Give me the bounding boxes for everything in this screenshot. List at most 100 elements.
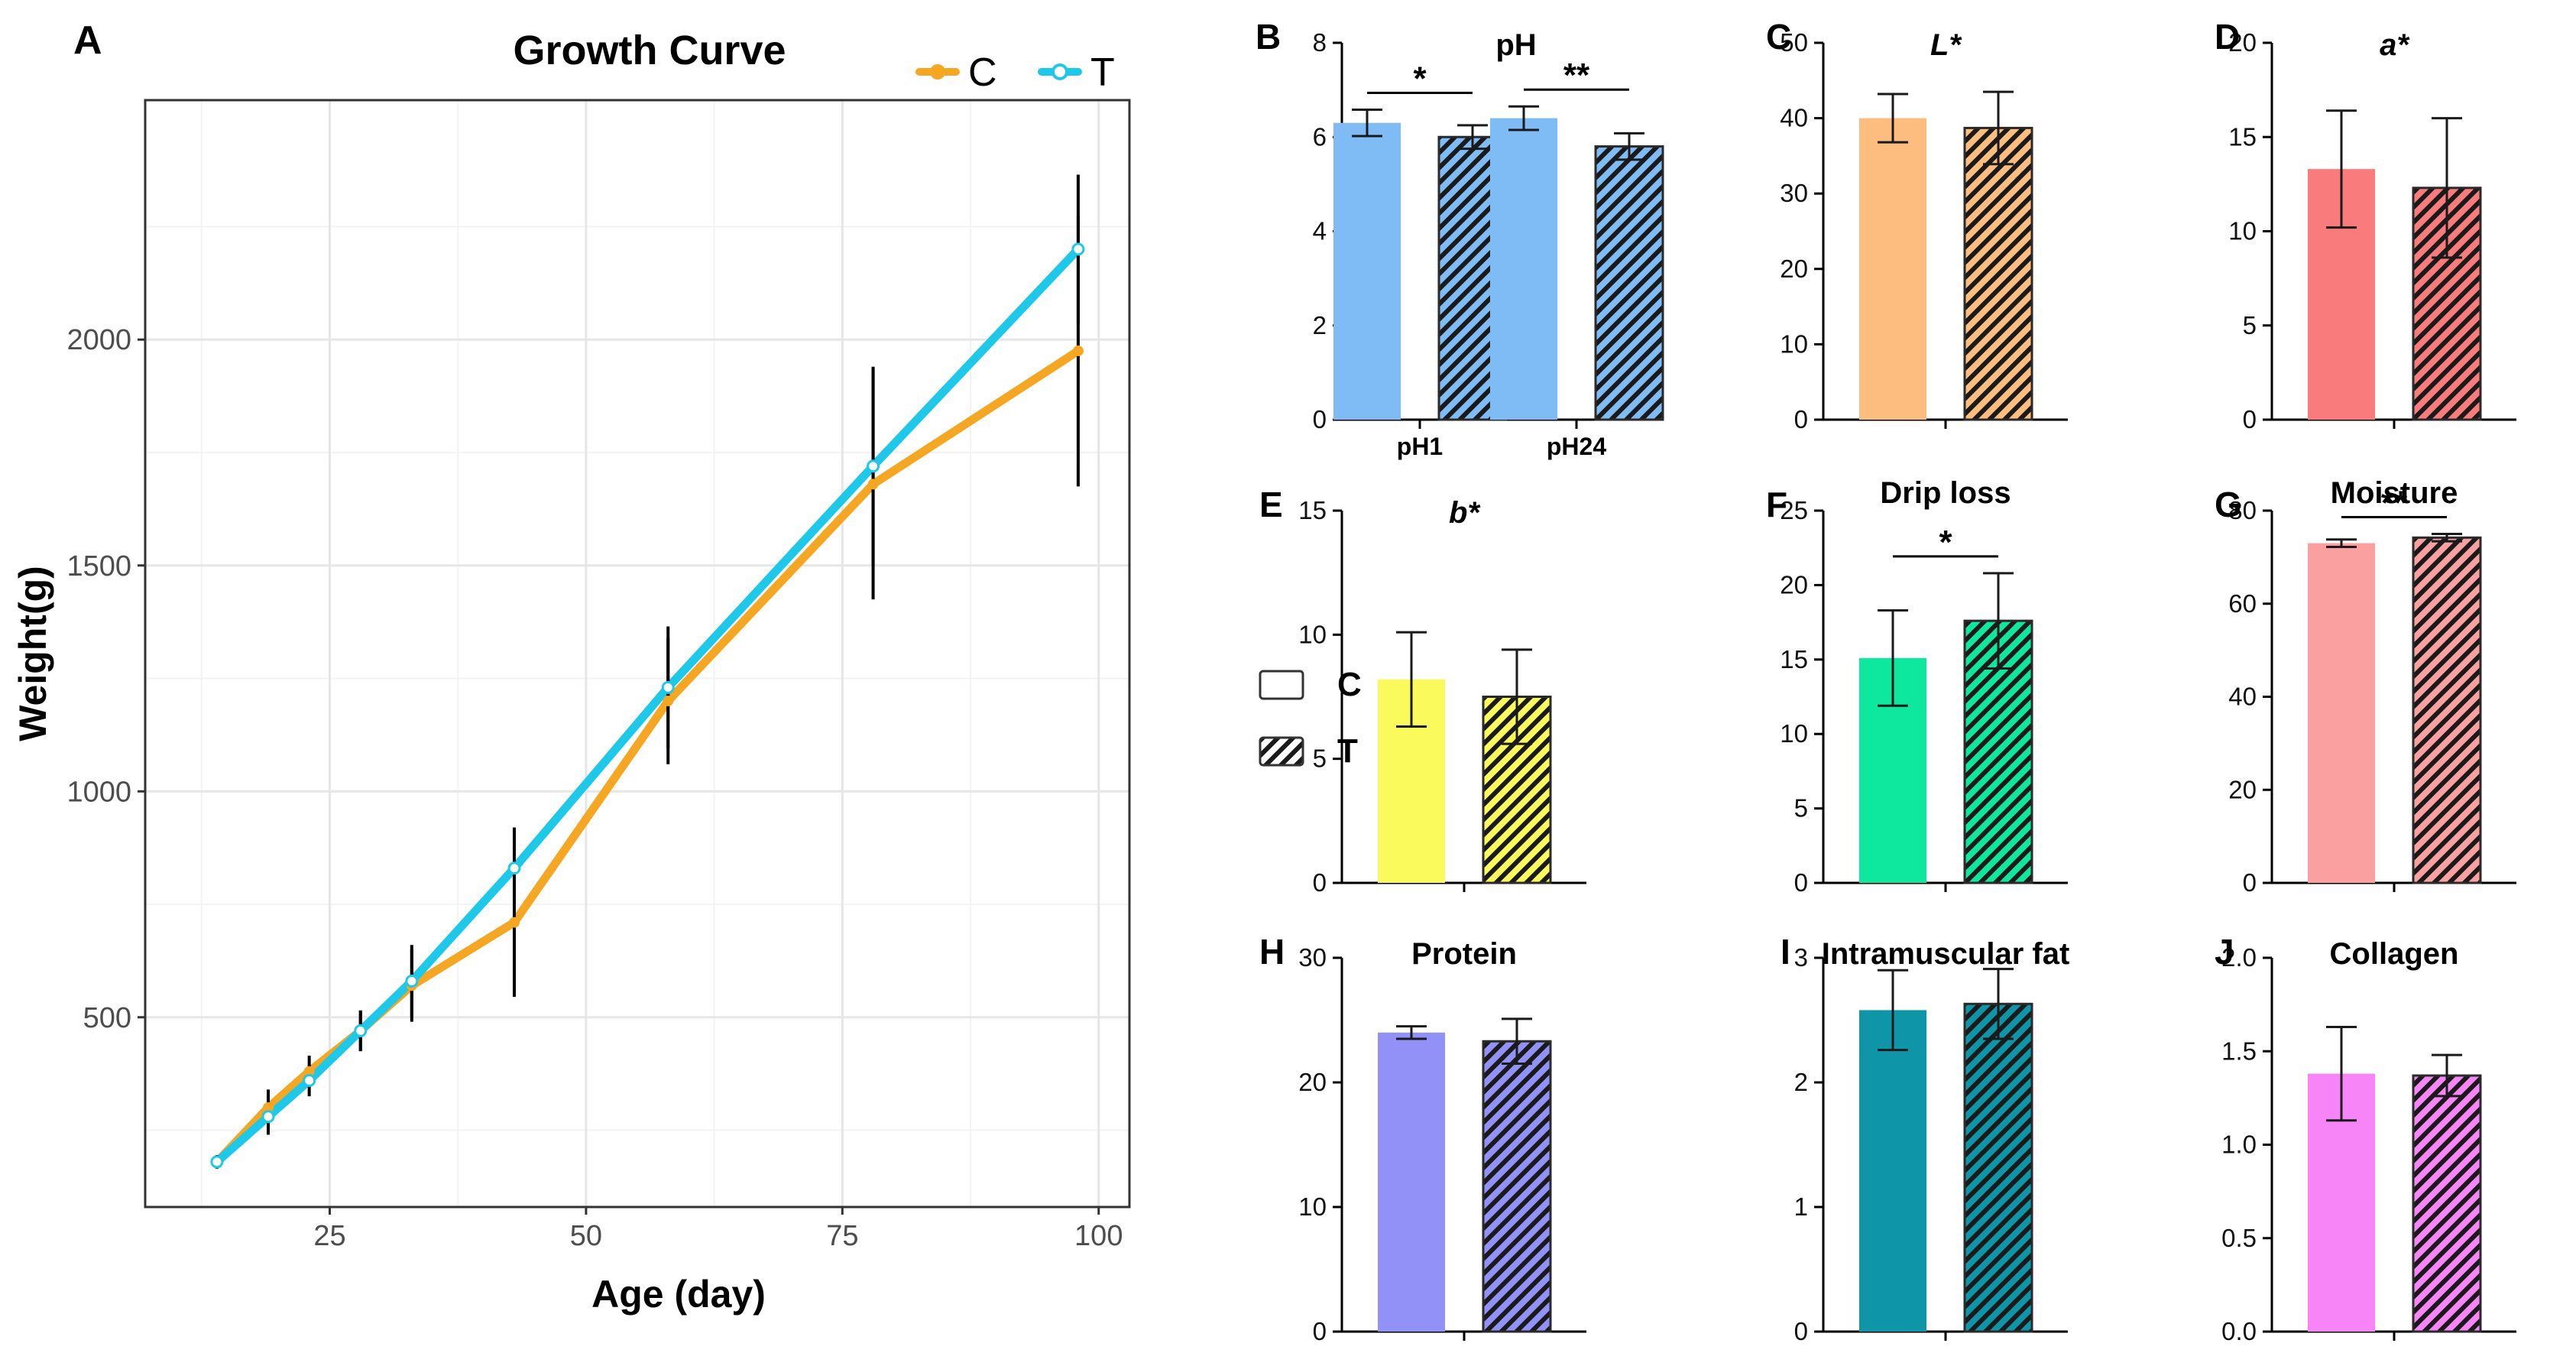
- y-tick-label: 2.0: [2221, 943, 2257, 972]
- x-tick-label: 50: [570, 1220, 602, 1252]
- y-tick-label: 0: [1794, 405, 1808, 433]
- y-tick-label: 0: [2243, 405, 2257, 433]
- panel-H: 0 10 20 30 Protein H: [1259, 932, 1586, 1345]
- y-tick-label: 5: [1313, 745, 1327, 773]
- legend-label-T: T: [1090, 50, 1115, 95]
- panel-title: b*: [1449, 496, 1481, 530]
- y-tick-label: 10: [1780, 329, 1808, 358]
- data-point: [509, 917, 520, 928]
- legend-swatch-c: [1259, 670, 1304, 700]
- y-tick-label: 6: [1313, 122, 1327, 151]
- bar-t: [1963, 619, 2033, 884]
- panel-label: G: [2215, 485, 2242, 524]
- panel-label: C: [1766, 17, 1791, 57]
- growth-curve-panel: 25 50 75 100 500 1000 1500 2000 Growth Curve Age …: [11, 18, 1131, 1316]
- y-tick-label: 20: [2228, 28, 2257, 57]
- legend-swatch-t: [1259, 736, 1304, 767]
- legend-marker: [930, 64, 945, 79]
- y-tick-label: 1: [1794, 1192, 1808, 1221]
- panel-title: Moisture: [2331, 476, 2458, 510]
- y-tick-label: 15: [1780, 645, 1808, 673]
- y-tick-label: 10: [1298, 620, 1327, 648]
- panel-title: Intramuscular fat: [1822, 937, 2070, 971]
- y-tick-label: 20: [2228, 775, 2257, 803]
- significance-label: *: [1939, 524, 1952, 561]
- y-tick-label: 15: [1298, 496, 1327, 524]
- bar-t: [1482, 1040, 1552, 1333]
- legend-label-C: C: [968, 50, 997, 95]
- y-tick-label: 4: [1313, 217, 1327, 245]
- data-point: [1071, 242, 1085, 256]
- panel-title: Protein: [1411, 937, 1517, 971]
- y-tick-label: 80: [2228, 496, 2257, 524]
- y-tick-label: 60: [2228, 589, 2257, 618]
- panel-title: a*: [2380, 28, 2410, 62]
- y-tick-label: 1.5: [2221, 1037, 2257, 1065]
- y-tick-label: 40: [2228, 683, 2257, 711]
- y-tick-label: 40: [1780, 104, 1808, 132]
- x-tick-label: pH1: [1397, 433, 1443, 460]
- y-tick-label: 2: [1794, 1068, 1808, 1096]
- pattern-legend: CT: [1259, 666, 1362, 770]
- data-point: [303, 1066, 315, 1077]
- x-tick-label: 100: [1074, 1220, 1123, 1252]
- panel-C: 0 10 20 30 40 50 L* C: [1766, 17, 2068, 433]
- data-point: [1072, 346, 1084, 357]
- y-tick-label: 0: [1313, 1317, 1327, 1345]
- y-tick-label: 30: [1780, 179, 1808, 207]
- bar-c: [2308, 543, 2375, 883]
- y-tick-label: 20: [1780, 255, 1808, 283]
- data-point: [867, 479, 879, 490]
- data-point: [354, 1024, 368, 1038]
- x-tick-label: 75: [826, 1220, 858, 1252]
- y-tick-label: 0: [1313, 868, 1327, 897]
- y-tick-label: 20: [1298, 1068, 1327, 1096]
- bar-c: [1490, 118, 1557, 420]
- x-axis-label: Age (day): [591, 1273, 766, 1316]
- bar-c: [1859, 1010, 1926, 1332]
- data-point: [210, 1155, 224, 1169]
- panel-label: J: [2215, 932, 2234, 972]
- y-tick-label: 1000: [66, 776, 131, 808]
- chart-title: Growth Curve: [513, 28, 786, 73]
- panel-title: L*: [1930, 28, 1962, 62]
- panel-label: E: [1259, 485, 1283, 524]
- bar-t: [2412, 1074, 2482, 1333]
- bar-c: [1378, 1032, 1445, 1332]
- panel-label: I: [1781, 932, 1790, 972]
- y-tick-label: 0.5: [2221, 1224, 2257, 1252]
- y-tick-label: 2: [1313, 311, 1327, 339]
- panel-label: H: [1259, 932, 1285, 972]
- significance-label: **: [1563, 57, 1590, 94]
- data-point: [261, 1110, 275, 1124]
- data-point: [663, 696, 674, 707]
- data-point: [507, 861, 521, 875]
- legend-label-c: C: [1337, 666, 1362, 703]
- significance-label: **: [2381, 484, 2408, 521]
- bar-c: [1333, 122, 1401, 420]
- y-tick-label: 25: [1780, 496, 1808, 524]
- data-point: [263, 1102, 274, 1113]
- bar-t: [1963, 1002, 2033, 1333]
- y-tick-label: 1500: [66, 550, 131, 582]
- panel-label: F: [1766, 485, 1787, 524]
- y-tick-label: 10: [1780, 719, 1808, 748]
- y-tick-label: 2000: [66, 324, 131, 356]
- data-point: [661, 680, 675, 694]
- bar-t: [2412, 536, 2482, 884]
- y-tick-label: 10: [2228, 217, 2257, 245]
- y-tick-label: 30: [1298, 943, 1327, 972]
- y-tick-label: 8: [1313, 28, 1327, 57]
- legend-marker: [1051, 63, 1068, 80]
- bar-t: [1594, 145, 1664, 421]
- panel-E: 0 5 10 15 b* E: [1259, 485, 1586, 897]
- bar-c: [1859, 118, 1926, 420]
- y-tick-label: 50: [1780, 28, 1808, 57]
- x-tick-label: 25: [313, 1220, 345, 1252]
- panel-D: 0 5 10 15 20 a* D: [2215, 17, 2516, 433]
- y-tick-label: 0: [1794, 868, 1808, 897]
- data-point: [867, 459, 880, 473]
